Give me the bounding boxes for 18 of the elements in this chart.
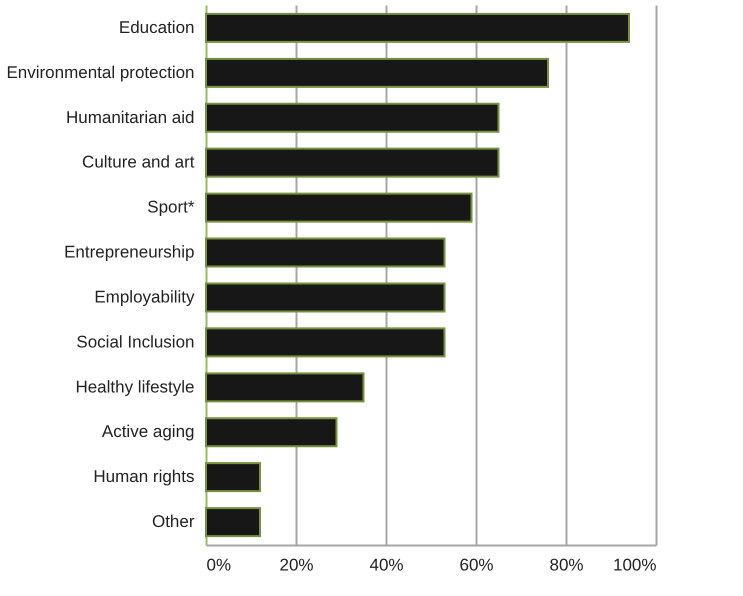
x-tick-label: 60%	[459, 556, 494, 574]
y-tick-label: Entrepreneurship	[64, 242, 194, 262]
y-tick-label: Humanitarian aid	[66, 108, 194, 127]
x-tick-label: 0%	[206, 556, 232, 574]
y-tick-label: Sport*	[147, 198, 195, 217]
y-tick-label: Education	[118, 18, 194, 37]
x-tick-label: 20%	[279, 556, 314, 574]
y-tick-label: Culture and art	[82, 152, 195, 172]
x-tick-label: 40%	[369, 556, 404, 574]
y-tick-label: Environmental protection	[6, 62, 194, 82]
y-tick-label: Active aging	[102, 422, 194, 442]
x-tick-label: 80%	[549, 556, 584, 574]
y-tick-label: Employability	[94, 287, 195, 306]
y-tick-label: Other	[152, 512, 195, 532]
x-tick-label: 100%	[613, 556, 656, 574]
y-tick-label: Human rights	[93, 467, 194, 486]
y-tick-label: Social Inclusion	[76, 332, 194, 352]
y-tick-label: Healthy lifestyle	[75, 377, 194, 396]
